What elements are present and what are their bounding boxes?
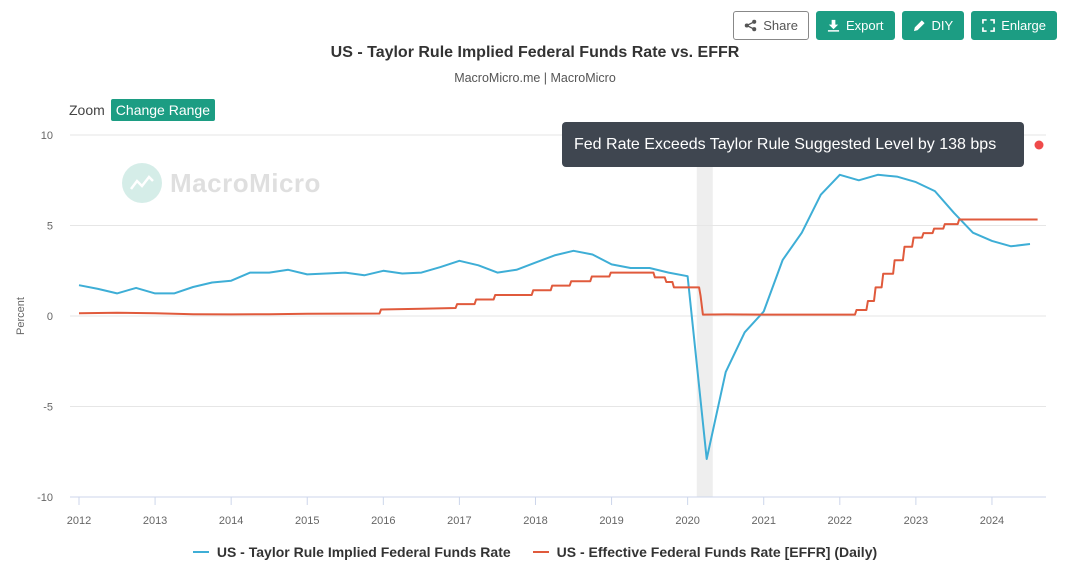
x-tick-label-2017: 2017 (447, 515, 471, 527)
watermark: MacroMicro (122, 163, 321, 203)
hover-marker-dot (1034, 140, 1044, 150)
x-tick-label-2012: 2012 (67, 515, 91, 527)
change-range-button[interactable]: Change Range (110, 99, 215, 121)
enlarge-button[interactable]: Enlarge (971, 11, 1057, 40)
y-tick-label-5: 5 (47, 221, 53, 233)
share-label: Share (763, 18, 798, 33)
zoom-label: Zoom (69, 102, 105, 118)
x-tick-label-2024: 2024 (980, 515, 1004, 527)
x-tick-label-2018: 2018 (523, 515, 547, 527)
x-tick-label-2019: 2019 (599, 515, 623, 527)
share-button[interactable]: Share (733, 11, 809, 40)
legend-label-effr: US - Effective Federal Funds Rate [EFFR]… (556, 544, 878, 560)
legend-item-taylor[interactable]: US - Taylor Rule Implied Federal Funds R… (192, 544, 511, 560)
legend-swatch-taylor (192, 551, 209, 553)
diy-button[interactable]: DIY (901, 11, 965, 40)
series-line-taylor (78, 173, 1031, 460)
zoom-control: Zoom Change Range (69, 99, 215, 121)
expand-icon (982, 19, 996, 32)
x-tick-label-2020: 2020 (675, 515, 699, 527)
chart-title: US - Taylor Rule Implied Federal Funds R… (330, 44, 740, 61)
share-icon (744, 19, 757, 32)
chart-legend: US - Taylor Rule Implied Federal Funds R… (0, 544, 1070, 560)
legend-label-taylor: US - Taylor Rule Implied Federal Funds R… (216, 544, 511, 560)
y-tick-label-10: 10 (41, 130, 53, 142)
pencil-icon (913, 20, 925, 32)
y-tick-label--5: -5 (43, 402, 53, 414)
y-tick-label--10: -10 (37, 492, 53, 504)
download-icon (827, 19, 840, 32)
chart-tooltip: Fed Rate Exceeds Taylor Rule Suggested L… (562, 122, 1024, 167)
x-tick-label-2022: 2022 (828, 515, 852, 527)
x-tick-label-2013: 2013 (143, 515, 167, 527)
watermark-text: MacroMicro (170, 167, 321, 198)
legend-swatch-effr (532, 551, 549, 553)
export-button[interactable]: Export (815, 11, 895, 40)
x-tick-label-2023: 2023 (904, 515, 928, 527)
y-axis-label: Percent (15, 297, 27, 335)
toolbar: Share Export DIY Enlarge (733, 11, 1057, 40)
export-label: Export (845, 18, 884, 33)
chart-subtitle: MacroMicro.me | MacroMicro (454, 71, 616, 85)
series-line-effr (78, 218, 1038, 316)
macromicro-logo-icon (122, 163, 162, 203)
x-tick-label-2015: 2015 (295, 515, 319, 527)
y-tick-label-0: 0 (47, 311, 53, 323)
tooltip-text: Fed Rate Exceeds Taylor Rule Suggested L… (574, 135, 997, 153)
enlarge-label: Enlarge (1001, 18, 1046, 33)
x-tick-label-2021: 2021 (751, 515, 775, 527)
x-tick-label-2014: 2014 (219, 515, 243, 527)
x-tick-label-2016: 2016 (371, 515, 395, 527)
legend-item-effr[interactable]: US - Effective Federal Funds Rate [EFFR]… (532, 544, 878, 560)
diy-label: DIY (931, 18, 954, 33)
